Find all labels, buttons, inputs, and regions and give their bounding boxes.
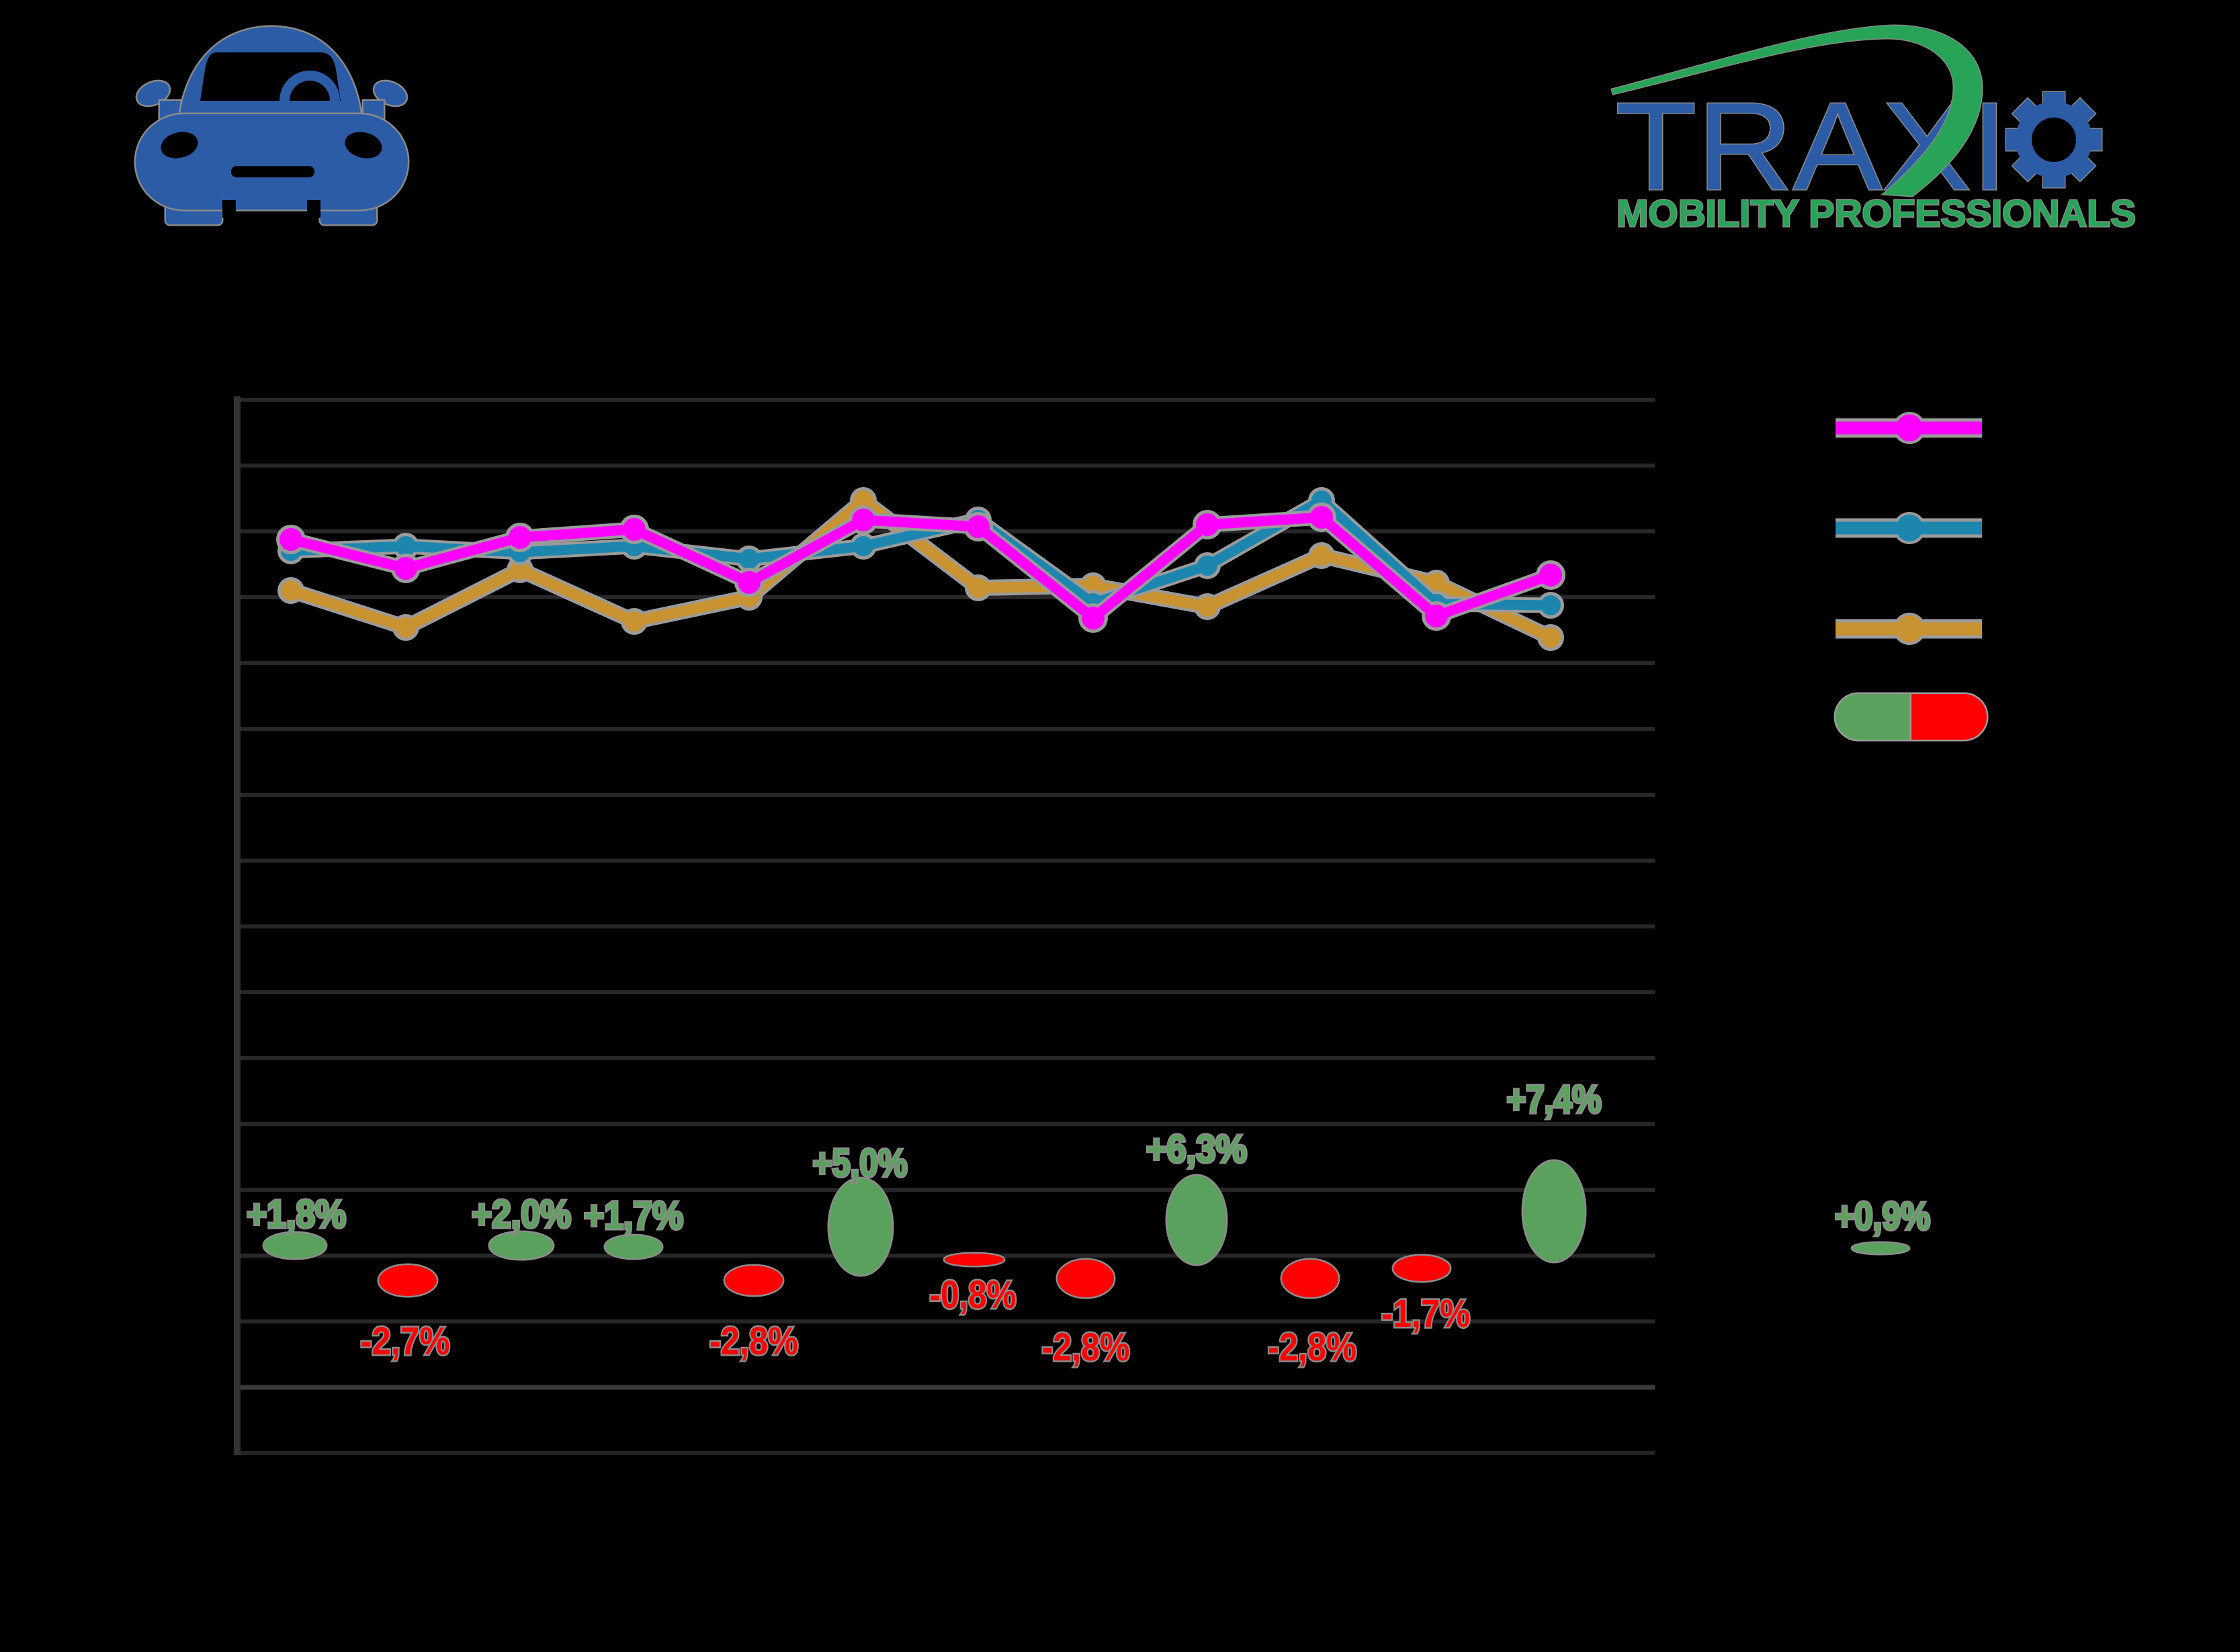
svg-text:+0,9%: +0,9% <box>1835 1194 1930 1238</box>
svg-text:-2,7%: -2,7% <box>361 1319 450 1363</box>
svg-text:-2,8%: -2,8% <box>1042 1325 1130 1369</box>
svg-text:+7,4%: +7,4% <box>1507 1078 1602 1121</box>
svg-text:+6,3%: +6,3% <box>1146 1127 1247 1171</box>
svg-text:+2,0%: +2,0% <box>472 1192 571 1236</box>
svg-text:-2,8%: -2,8% <box>709 1319 798 1363</box>
svg-text:-2,8%: -2,8% <box>1268 1325 1356 1369</box>
svg-text:+1,7%: +1,7% <box>584 1194 683 1237</box>
svg-text:-1,7%: -1,7% <box>1381 1292 1470 1336</box>
svg-text:-0,8%: -0,8% <box>930 1273 1017 1317</box>
svg-text:+5,0%: +5,0% <box>813 1141 908 1185</box>
svg-text:MOBILITY PROFESSIONALS: MOBILITY PROFESSIONALS <box>1617 192 2136 235</box>
svg-text:+1,8%: +1,8% <box>247 1192 346 1236</box>
